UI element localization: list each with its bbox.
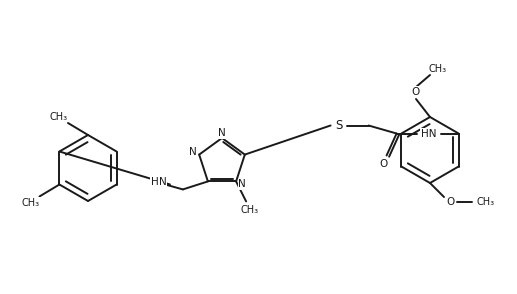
Text: O: O [412, 87, 420, 97]
Text: O: O [379, 158, 388, 168]
Text: N: N [218, 128, 226, 138]
Text: O: O [447, 197, 455, 207]
Text: HN: HN [421, 128, 436, 138]
Text: H: H [151, 177, 159, 187]
Text: CH₃: CH₃ [21, 198, 39, 208]
Text: CH₃: CH₃ [429, 64, 447, 74]
Text: CH₃: CH₃ [50, 112, 68, 122]
Text: S: S [335, 119, 342, 132]
Text: N: N [238, 179, 246, 189]
Text: CH₃: CH₃ [240, 206, 258, 216]
Text: N: N [189, 147, 197, 157]
Text: N: N [159, 177, 167, 187]
Text: CH₃: CH₃ [477, 197, 495, 207]
